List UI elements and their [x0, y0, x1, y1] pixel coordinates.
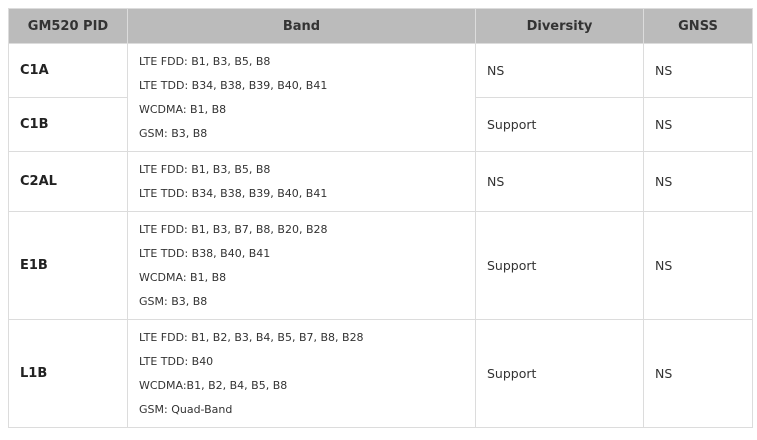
diversity-cell: Support	[475, 319, 644, 428]
gnss-cell: NS	[643, 97, 753, 152]
diversity-cell: NS	[475, 151, 644, 212]
header-pid: GM520 PID	[8, 8, 128, 44]
band-cell: LTE FDD: B1, B3, B7, B8, B20, B28 LTE TD…	[127, 211, 476, 320]
table-row: C1A LTE FDD: B1, B3, B5, B8 LTE TDD: B34…	[8, 43, 753, 152]
gnss-cell: NS	[643, 43, 753, 98]
band-line: GSM: Quad-Band	[139, 402, 233, 416]
band-line: GSM: B3, B8	[139, 294, 208, 308]
band-line: WCDMA: B1, B8	[139, 270, 227, 284]
band-line: LTE TDD: B40	[139, 354, 214, 368]
diversity-cell: Support	[475, 97, 644, 152]
band-line: WCDMA:B1, B2, B4, B5, B8	[139, 378, 288, 392]
band-line: LTE FDD: B1, B3, B5, B8	[139, 54, 271, 68]
band-line: LTE FDD: B1, B3, B5, B8	[139, 162, 271, 176]
gnss-cell: NS	[643, 319, 753, 428]
band-line: GSM: B3, B8	[139, 126, 208, 140]
header-gnss: GNSS	[643, 8, 753, 44]
header-row: GM520 PID Band Diversity GNSS	[8, 8, 753, 44]
table-row: E1B LTE FDD: B1, B3, B7, B8, B20, B28 LT…	[8, 211, 753, 320]
header-band: Band	[127, 8, 476, 44]
band-cell: LTE FDD: B1, B3, B5, B8 LTE TDD: B34, B3…	[127, 43, 476, 152]
band-table: GM520 PID Band Diversity GNSS C1A LTE FD…	[8, 8, 753, 428]
pid-cell: L1B	[8, 319, 128, 428]
band-cell: LTE FDD: B1, B2, B3, B4, B5, B7, B8, B28…	[127, 319, 476, 428]
band-line: WCDMA: B1, B8	[139, 102, 227, 116]
table-row: L1B LTE FDD: B1, B2, B3, B4, B5, B7, B8,…	[8, 319, 753, 428]
diversity-cell: NS	[475, 43, 644, 98]
header-diversity: Diversity	[475, 8, 644, 44]
table-row: C2AL LTE FDD: B1, B3, B5, B8 LTE TDD: B3…	[8, 151, 753, 212]
band-line: LTE TDD: B38, B40, B41	[139, 246, 271, 260]
pid-cell: C1B	[8, 97, 128, 152]
diversity-cell: Support	[475, 211, 644, 320]
band-line: LTE FDD: B1, B3, B7, B8, B20, B28	[139, 222, 328, 236]
band-line: LTE FDD: B1, B2, B3, B4, B5, B7, B8, B28	[139, 330, 364, 344]
pid-cell: E1B	[8, 211, 128, 320]
gnss-cell: NS	[643, 211, 753, 320]
gnss-cell: NS	[643, 151, 753, 212]
band-cell: LTE FDD: B1, B3, B5, B8 LTE TDD: B34, B3…	[127, 151, 476, 212]
band-line: LTE TDD: B34, B38, B39, B40, B41	[139, 186, 328, 200]
pid-cell: C2AL	[8, 151, 128, 212]
band-line: LTE TDD: B34, B38, B39, B40, B41	[139, 78, 328, 92]
pid-cell: C1A	[8, 43, 128, 98]
table-row: C1B Support NS	[8, 97, 753, 152]
